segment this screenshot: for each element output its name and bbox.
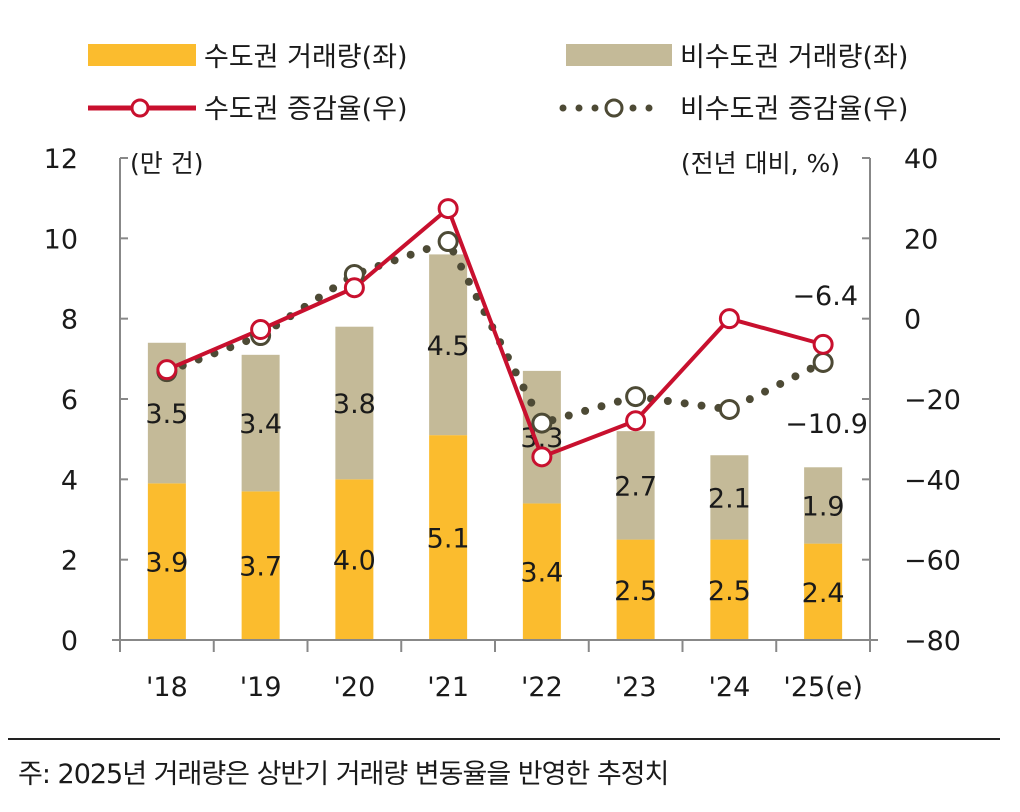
marker-capital-rate — [718, 308, 740, 330]
bar-capital-volume — [147, 483, 186, 640]
right-axis-unit: (전년 대비, %) — [681, 149, 840, 178]
marker-capital-rate — [437, 198, 459, 220]
legend-dot-noncapital-rate — [645, 104, 653, 112]
annotation-noncapital-rate: −10.9 — [785, 409, 868, 440]
left-axis-tick-label: 8 — [61, 305, 78, 336]
data-label-noncapital-volume: 3.4 — [239, 409, 282, 440]
combo-chart: 수도권 거래량(좌) 비수도권 거래량(좌) 수도권 증감율(우) 비수도권 증감율(… — [44, 42, 961, 703]
line-capital-rate — [166, 205, 824, 460]
left-axis-unit: (만 건) — [130, 149, 203, 178]
data-label-capital-volume: 5.1 — [427, 524, 470, 555]
legend-dot-noncapital-rate — [591, 104, 599, 112]
right-axis-tick-label: 20 — [904, 224, 938, 255]
left-axis-tick-label: 2 — [61, 546, 78, 577]
data-label-capital-volume: 3.4 — [520, 558, 563, 589]
legend-dot-noncapital-rate — [629, 104, 637, 112]
left-axis-tick-label: 10 — [44, 224, 78, 255]
right-axis-tick-label: 40 — [904, 144, 938, 175]
divider — [8, 738, 1000, 740]
right-axis-tick-label: 0 — [904, 305, 921, 336]
right-axis-tick-label: −60 — [904, 546, 961, 577]
data-label-capital-volume: 2.4 — [802, 578, 845, 609]
marker-noncapital-rate — [531, 412, 553, 434]
marker-noncapital-rate — [718, 398, 740, 420]
legend-dot-noncapital-rate — [559, 104, 567, 112]
annotation-capital-rate: −6.4 — [792, 281, 858, 312]
bar-capital-volume — [241, 491, 280, 640]
marker-noncapital-rate — [437, 231, 459, 253]
left-axis-tick-label: 0 — [61, 626, 78, 657]
right-axis-tick-label: −20 — [904, 385, 961, 416]
bar-capital-volume — [804, 543, 843, 640]
line-noncapital-rate — [162, 236, 828, 428]
left-axis-tick-label: 4 — [61, 465, 78, 496]
data-label-noncapital-volume: 2.1 — [708, 483, 751, 514]
bar-capital-volume — [522, 503, 561, 640]
legend-label-capital-volume: 수도권 거래량(좌) — [204, 42, 408, 73]
data-label-noncapital-volume: 3.5 — [145, 399, 188, 430]
marker-capital-rate — [625, 410, 647, 432]
legend-dot-noncapital-rate — [575, 104, 583, 112]
x-axis-tick-label: '19 — [240, 672, 282, 703]
bar-capital-volume — [335, 479, 374, 640]
bar-capital-volume — [616, 539, 655, 640]
left-axis-tick-label: 6 — [61, 385, 78, 416]
marker-capital-rate — [343, 277, 365, 299]
marker-capital-rate — [531, 446, 553, 468]
bar-noncapital-volume — [710, 455, 749, 540]
x-axis-tick-label: '20 — [333, 672, 375, 703]
data-label-capital-volume: 2.5 — [708, 576, 751, 607]
bar-noncapital-volume — [804, 467, 843, 544]
right-axis-tick-label: −40 — [904, 465, 961, 496]
legend-marker-noncapital-rate — [604, 98, 624, 118]
x-axis-tick-label: '18 — [146, 672, 188, 703]
marker-noncapital-rate — [625, 386, 647, 408]
data-label-noncapital-volume: 1.9 — [802, 491, 845, 522]
marker-noncapital-rate — [812, 351, 834, 373]
data-label-noncapital-volume: 4.5 — [427, 331, 470, 362]
x-axis-tick-label: '22 — [521, 672, 563, 703]
bar-noncapital-volume — [616, 431, 655, 540]
x-axis-tick-label: '24 — [708, 672, 750, 703]
bar-noncapital-volume — [522, 370, 561, 504]
marker-capital-rate — [250, 319, 272, 341]
marker-capital-rate — [812, 333, 834, 355]
data-label-capital-volume: 2.5 — [614, 576, 657, 607]
data-label-noncapital-volume: 3.8 — [333, 389, 376, 420]
data-label-capital-volume: 4.0 — [333, 546, 376, 577]
footnote: 주: 2025년 거래량은 상반기 거래량 변동율을 반영한 추정치 — [18, 759, 669, 790]
right-axis-tick-label: −80 — [904, 626, 961, 657]
legend-marker-capital-rate — [130, 98, 150, 118]
legend-label-noncapital-volume: 비수도권 거래량(좌) — [680, 42, 908, 73]
bar-noncapital-volume — [335, 326, 374, 480]
left-axis-tick-label: 12 — [44, 144, 78, 175]
legend-label-noncapital-rate: 비수도권 증감율(우) — [680, 94, 908, 125]
x-axis-tick-label: '21 — [427, 672, 469, 703]
data-label-capital-volume: 3.7 — [239, 552, 282, 583]
legend-swatch-noncapital-volume — [566, 44, 672, 66]
x-axis-tick-label: '23 — [615, 672, 657, 703]
bar-noncapital-volume — [241, 354, 280, 492]
legend-label-capital-rate: 수도권 증감율(우) — [204, 94, 408, 125]
x-axis-tick-label: '25(e) — [783, 672, 862, 703]
bar-capital-volume — [710, 539, 749, 640]
bar-noncapital-volume — [429, 254, 468, 436]
data-label-noncapital-volume: 2.7 — [614, 471, 657, 502]
bar-capital-volume — [429, 435, 468, 640]
data-label-capital-volume: 3.9 — [145, 548, 188, 579]
marker-capital-rate — [156, 359, 178, 381]
legend-swatch-capital-volume — [88, 44, 196, 66]
